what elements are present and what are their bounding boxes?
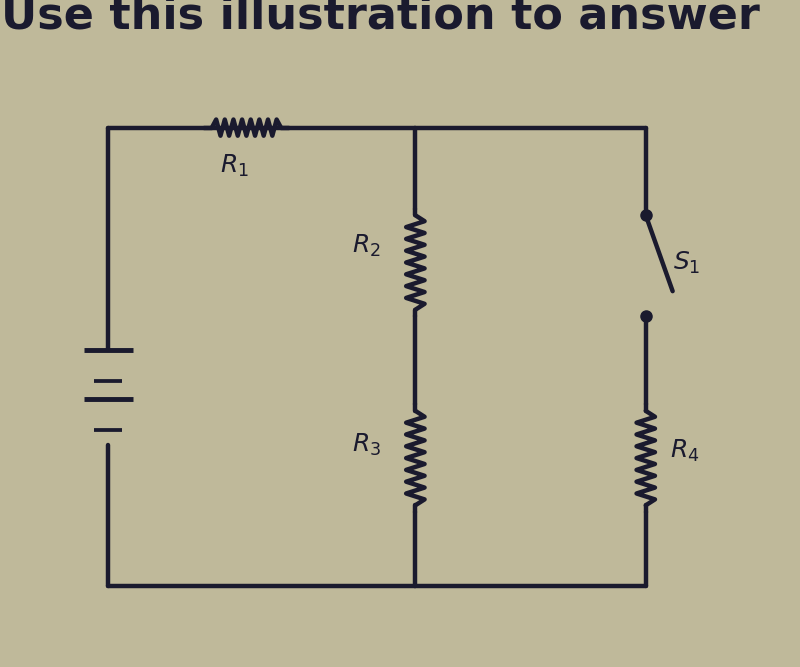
Text: $R_3$: $R_3$ [352,432,381,458]
Text: $S_1$: $S_1$ [673,249,700,275]
Text: $R_4$: $R_4$ [670,438,700,464]
Text: $R_2$: $R_2$ [352,233,381,259]
Text: $R_1$: $R_1$ [221,153,250,179]
Text: Use this illustration to answer: Use this illustration to answer [1,0,759,37]
